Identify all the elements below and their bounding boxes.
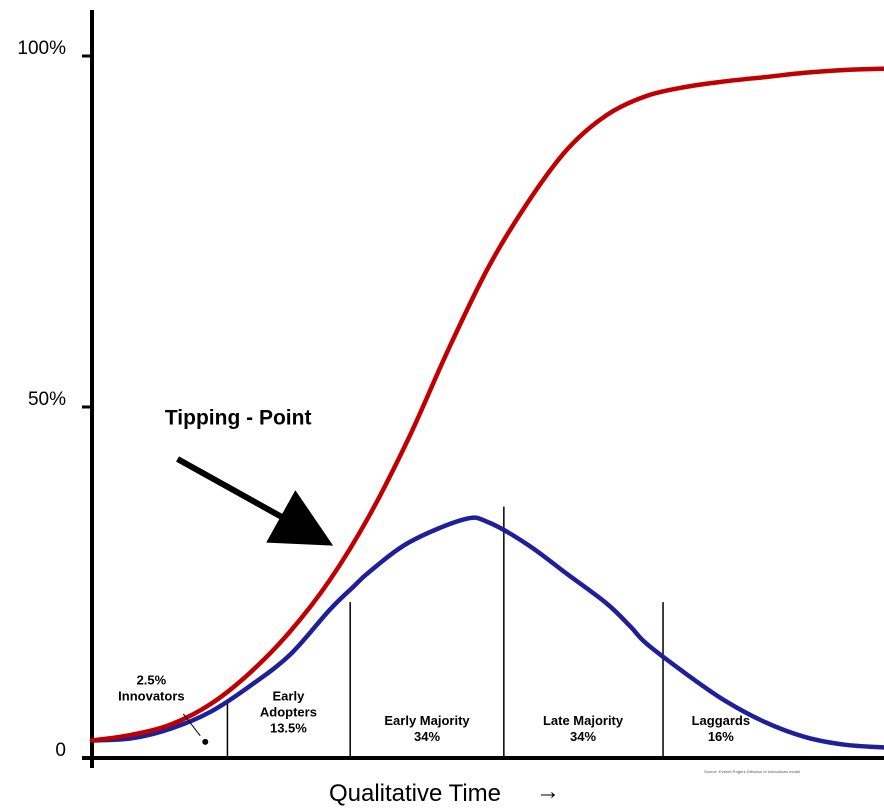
bell-curve xyxy=(89,515,884,750)
innovators-leader-line xyxy=(182,713,201,737)
segment-label: Laggards 16% xyxy=(692,713,751,744)
y-tick-label: 100% xyxy=(17,38,66,59)
segment-label: 2.5% Innovators xyxy=(118,672,184,703)
y-tick-label: 0 xyxy=(55,740,66,761)
y-tick-label: 50% xyxy=(28,389,66,410)
tipping-point-arrow xyxy=(176,456,334,546)
segment-label: Early Majority 34% xyxy=(384,713,470,744)
cumulative-curve xyxy=(89,66,884,743)
labels: 2.5% Innovators Early Adopters 13.5% Early Ma… xyxy=(118,407,800,807)
segment-label: Early Adopters 13.5% xyxy=(260,688,317,735)
innovators-marker-dot xyxy=(202,738,209,745)
tipping-point-label: Tipping - Point xyxy=(165,407,312,430)
segment-label: Late Majority 34% xyxy=(543,713,624,744)
segment-dividers xyxy=(226,506,664,758)
x-axis-arrow: → xyxy=(536,778,560,805)
x-axis-title: Qualitative Time xyxy=(329,780,501,807)
source-note: Source: Everett Rogers Diffusion of inno… xyxy=(704,769,800,774)
series-lines xyxy=(89,66,884,750)
axes: 0 50% 100% xyxy=(17,10,884,768)
